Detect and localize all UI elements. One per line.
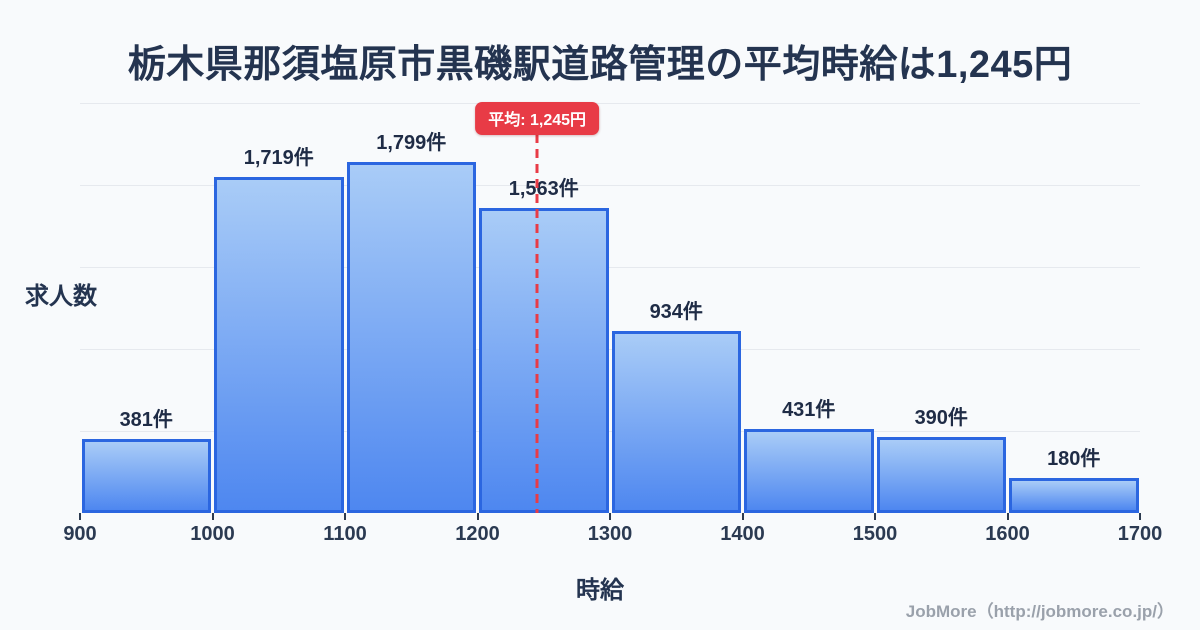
gridline (80, 103, 1140, 104)
histogram-bar (81, 438, 211, 513)
histogram-bar (346, 161, 476, 513)
x-axis-tick-label: 1200 (455, 523, 500, 545)
bar-value-label: 390件 (914, 406, 968, 429)
x-axis-tick (1139, 513, 1141, 520)
x-axis-tick-label: 1600 (985, 523, 1030, 545)
bar-value-label: 431件 (782, 398, 836, 421)
x-axis-tick-label: 1100 (323, 523, 367, 545)
histogram-bar (1009, 477, 1139, 513)
x-axis-tick (741, 513, 744, 520)
histogram-bar (479, 207, 609, 513)
gridline (80, 431, 1140, 432)
x-axis-label: 時給 (576, 577, 624, 604)
average-badge: 平均: 1,245円 (475, 102, 600, 135)
gridline (80, 185, 1140, 186)
x-axis-tick-label: 1700 (1117, 523, 1163, 545)
chart-title: 栃木県那須塩原市黒磯駅道路管理の平均時給は1,245円 (127, 44, 1073, 86)
gridline (80, 349, 1140, 350)
x-axis-tick (1006, 513, 1009, 520)
x-axis-tick (476, 513, 479, 520)
footer-credit: JobMore（http://jobmore.co.jp/） (905, 602, 1174, 621)
bar-value-label: 180件 (1047, 447, 1101, 470)
y-axis-label: 求人数 (25, 283, 97, 310)
x-axis-tick-label: 1000 (190, 523, 235, 545)
x-axis-tick (609, 513, 611, 520)
x-axis-tick-label: 900 (63, 523, 97, 545)
histogram-bar (744, 428, 874, 513)
x-axis-tick-label: 1300 (587, 523, 633, 545)
histogram-bar (611, 330, 741, 513)
average-line (535, 134, 539, 513)
bar-value-label: 934件 (649, 300, 703, 323)
gridline (80, 267, 1140, 268)
bar-value-label: 1,719件 (243, 147, 314, 170)
x-axis-tick (874, 513, 876, 520)
x-axis-tick-label: 1500 (852, 523, 898, 545)
bar-value-label: 1,799件 (376, 131, 447, 154)
x-axis-tick (211, 513, 214, 520)
plot-area: 381件 1,719件 1,799件 1,563件 934件 431件 390件 180件 90… (63, 102, 1162, 545)
histogram-bar (876, 436, 1006, 513)
x-axis-tick-label: 1400 (720, 523, 765, 545)
bar-value-label: 381件 (119, 408, 173, 431)
histogram-bar (214, 177, 344, 513)
x-axis-tick (79, 513, 81, 520)
x-axis-tick (344, 513, 346, 520)
bar-value-label: 1,563件 (508, 177, 579, 200)
